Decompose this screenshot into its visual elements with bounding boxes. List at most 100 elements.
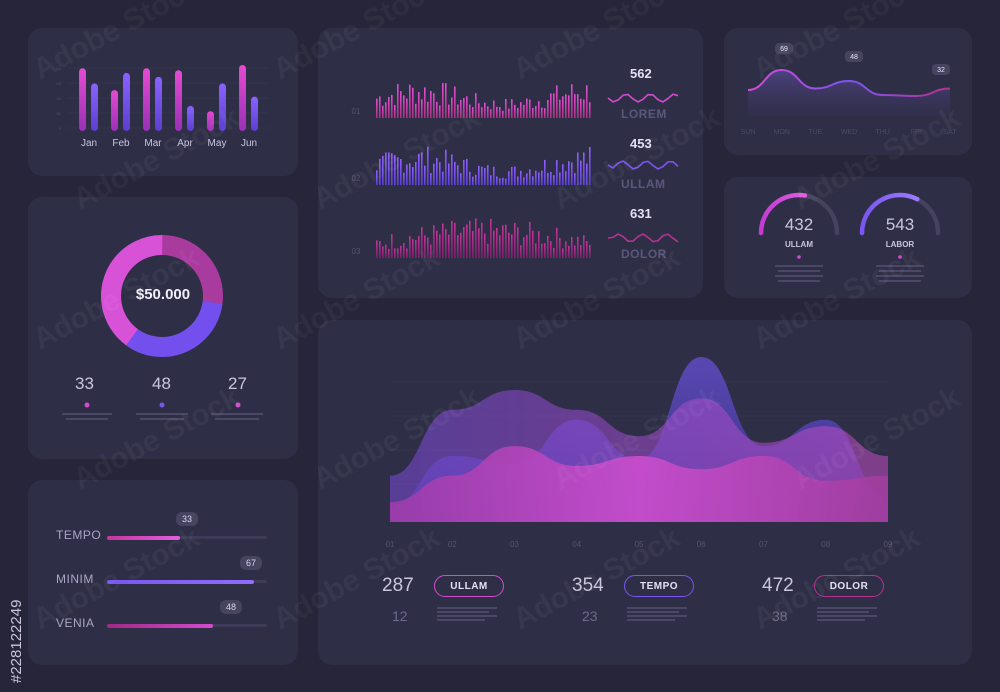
svg-text:04: 04 (57, 66, 62, 71)
svg-text:01: 01 (57, 111, 62, 116)
wave-bar (424, 165, 426, 185)
wave-bar (577, 152, 579, 185)
wave-bar (535, 106, 537, 118)
summary-pill-ullam[interactable]: ULLAM (434, 575, 504, 597)
wave-bar (451, 154, 453, 185)
wave-bar (388, 249, 390, 258)
gauge-fill (758, 192, 808, 236)
wave-bar (517, 176, 519, 185)
day-label: SAT (943, 129, 957, 136)
gauge-1-value: 432 (784, 215, 814, 234)
wave-bar (577, 94, 579, 118)
progress-fill (107, 535, 180, 540)
wave-bar (520, 170, 522, 185)
wave-bar (538, 172, 540, 185)
progress-label: TEMPO (56, 528, 102, 542)
summary-item-dolor: 472 38 DOLOR (762, 575, 952, 635)
svg-text:03: 03 (57, 81, 62, 86)
wave-bar (568, 95, 570, 118)
wave-bar (502, 225, 504, 258)
progress-fill (107, 623, 213, 628)
wave-bar (385, 102, 387, 118)
wave-bar (544, 159, 546, 185)
wave-bar (511, 99, 513, 118)
wave-bar (460, 100, 462, 118)
wave-bar (481, 166, 483, 185)
summary-big-value: 472 (762, 575, 794, 596)
wave-bar (514, 222, 516, 258)
wave-bar (559, 237, 561, 258)
wave-bar (586, 163, 588, 185)
area-x-label: 09 (884, 540, 893, 549)
wave-bar (565, 241, 567, 258)
wave-bar (403, 172, 405, 185)
wave-bar (403, 95, 405, 118)
month-label: Mar (144, 138, 162, 149)
gauge-dot (898, 255, 902, 259)
wave-bar (502, 177, 504, 185)
wave-bar (496, 106, 498, 118)
wave-bar (535, 170, 537, 185)
wave-sparkline (607, 233, 679, 243)
wave-bar (496, 227, 498, 258)
wave-bar (583, 152, 585, 185)
wave-bar (451, 97, 453, 118)
day-label: MON (773, 129, 789, 136)
wave-bar (430, 90, 432, 118)
gauges-card: 432 ULLAM 543 LABOR (724, 177, 972, 298)
wave-bar (379, 96, 381, 118)
wave-bar (589, 244, 591, 258)
wave-bar (415, 103, 417, 118)
wave-bar (583, 99, 585, 118)
wave-bar (541, 243, 543, 258)
wave-bar (439, 105, 441, 118)
bar-pink-feb (111, 90, 118, 131)
wave-bar (469, 220, 471, 258)
wave-bar (484, 233, 486, 258)
progress-track (107, 536, 267, 539)
progress-value-tag: 33 (176, 512, 199, 526)
wave-bar (406, 248, 408, 258)
wave-bar (571, 84, 573, 118)
wave-bar (562, 248, 564, 258)
wave-bar (505, 99, 507, 118)
wave-bar (493, 166, 495, 185)
callout-value: 69 (780, 46, 788, 53)
wave-bar (469, 104, 471, 118)
wave-bar (544, 108, 546, 118)
wave-bar (535, 243, 537, 258)
wave-bar (559, 99, 561, 118)
summary-pill-tempo[interactable]: TEMPO (624, 575, 694, 597)
area-x-label: 06 (697, 540, 706, 549)
wave-bar (493, 100, 495, 118)
area-chart: 01 02 03 04 05 06 07 08 09 (386, 357, 893, 549)
wave-bar (580, 160, 582, 185)
progress-row-venia: VENIA 48 (28, 600, 298, 640)
wave-bar (460, 173, 462, 185)
callout-value: 48 (850, 54, 858, 61)
progress-fill (107, 579, 254, 584)
area-x-label: 08 (821, 540, 830, 549)
wave-bar (430, 173, 432, 185)
wave-bar (379, 240, 381, 258)
stat-dot-pink (84, 402, 90, 408)
wave-bar (391, 94, 393, 118)
wave-bar (400, 159, 402, 185)
summary-item-tempo: 354 23 TEMPO (572, 575, 762, 635)
wave-bar (463, 226, 465, 258)
wave-bar (409, 163, 411, 185)
progress-card: TEMPO 33 MINIM 67 VENIA 48 (28, 480, 298, 665)
wave-bar (490, 218, 492, 258)
wave-bar (532, 108, 534, 118)
wave-bar (436, 101, 438, 118)
wave-bar (565, 171, 567, 185)
wave-bar (547, 100, 549, 118)
wave-bar (400, 245, 402, 258)
gauge-fill (859, 192, 920, 236)
wave-bar (526, 234, 528, 258)
wave-label-ullam: ULLAM (621, 177, 666, 191)
summary-pill-dolor[interactable]: DOLOR (814, 575, 884, 597)
donut-center-value: $50.000 (135, 286, 191, 303)
wave-bar (460, 232, 462, 258)
month-label: May (208, 138, 227, 149)
